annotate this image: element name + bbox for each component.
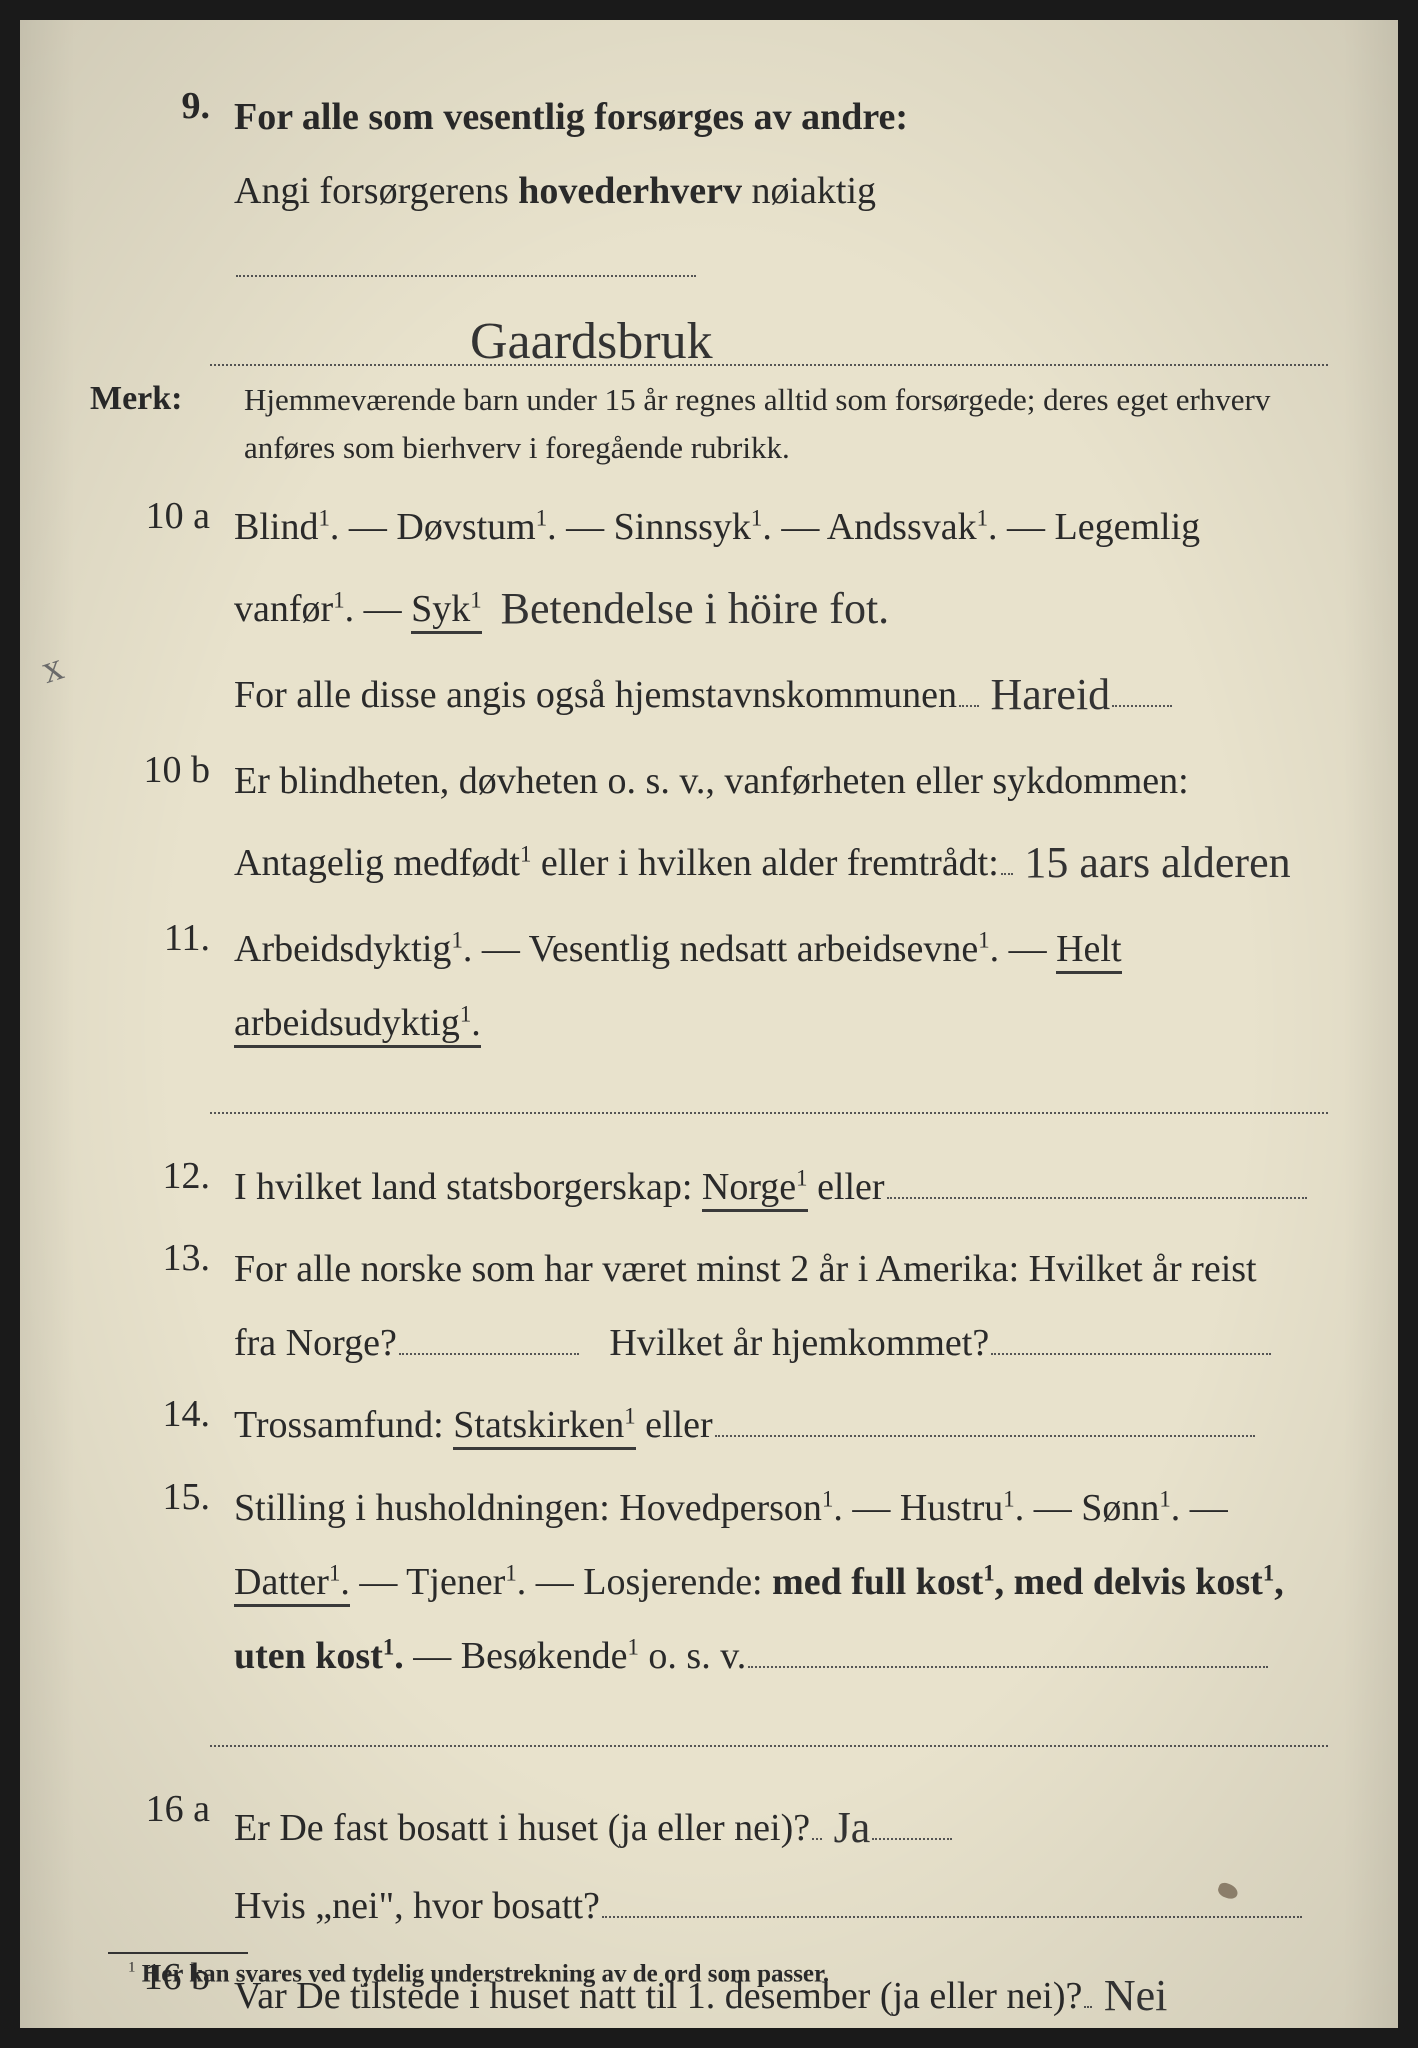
footnote-rule (108, 1952, 248, 1954)
q10a-gap2 (1112, 671, 1172, 707)
question-11: 11. Arbeidsdyktig1. — Vesentlig nedsatt … (80, 912, 1328, 1060)
q13-l1: For alle norske som har været minst 2 år… (234, 1248, 1257, 1290)
q10a-syk-underlined: Syk1 (411, 588, 482, 634)
q10a-body: Blind1. — Døvstum1. — Sinnssyk1. — Andss… (234, 490, 1328, 736)
q16a-number: 16 a (80, 1783, 234, 1831)
q10b-body: Er blindheten, døvheten o. s. v., vanfør… (234, 744, 1328, 904)
q9-heading: For alle som vesentlig forsørges av andr… (234, 96, 908, 138)
merk-label: Merk: (80, 376, 244, 418)
q13-number: 13. (80, 1232, 234, 1280)
q9-body: For alle som vesentlig forsørges av andr… (234, 80, 1328, 302)
q9-hovederhverv: hovederhverv (518, 170, 742, 212)
q13-blank2 (991, 1319, 1271, 1355)
q10a-l3-pre: For alle disse angis også hjemstavnskomm… (234, 674, 957, 716)
q14-number: 14. (80, 1388, 234, 1436)
q11-a: Arbeidsdyktig1. (234, 928, 472, 970)
q11-b: — Vesentlig nedsatt arbeidsevne1. — (472, 928, 1056, 970)
q10a-kommune-answer: Hareid (990, 670, 1110, 719)
q13-l2a: fra Norge? (234, 1322, 397, 1364)
q10a-opts: Blind1. — Døvstum1. — Sinnssyk1. — Andss… (234, 506, 1200, 548)
footnote-area: 1 Her kan svares ved tydelig understrekn… (80, 1952, 1328, 1988)
question-13: 13. For alle norske som har været minst … (80, 1232, 1328, 1380)
q9-line1-pre: Angi forsørgerens (234, 170, 518, 212)
q10a-gap (959, 671, 979, 707)
q9-number: 9. (80, 80, 234, 128)
question-14: 14. Trossamfund: Statskirken1 eller (80, 1388, 1328, 1462)
question-10b: 10 b Er blindheten, døvheten o. s. v., v… (80, 744, 1328, 904)
q13-body: For alle norske som har været minst 2 år… (234, 1232, 1328, 1380)
question-12: 12. I hvilket land statsborgerskap: Norg… (80, 1150, 1328, 1224)
q16a-body: Er De fast bosatt i huset (ja eller nei)… (234, 1783, 1328, 1943)
q11-body: Arbeidsdyktig1. — Vesentlig nedsatt arbe… (234, 912, 1328, 1060)
q13-blank1 (399, 1319, 579, 1355)
question-9: 9. For alle som vesentlig forsørges av a… (80, 80, 1328, 302)
q15-number: 15. (80, 1471, 234, 1519)
q9-blank (236, 241, 696, 277)
q14-pre: Trossamfund: (234, 1404, 453, 1446)
q11-blank-line (210, 1068, 1328, 1114)
q9-answer-row: Gaardsbruk (210, 310, 1328, 366)
q12-body: I hvilket land statsborgerskap: Norge1 e… (234, 1150, 1328, 1224)
q14-post: eller (636, 1404, 713, 1446)
q10a-l2-pre: vanfør1. — (234, 588, 411, 630)
q15-l2: — Tjener1. — Losjerende: (350, 1561, 772, 1603)
q16a-l2: Hvis „nei", hvor bosatt? (234, 1885, 600, 1927)
question-16a: 16 a Er De fast bosatt i huset (ja eller… (80, 1783, 1328, 1943)
q10b-gap (1001, 839, 1013, 875)
q10b-number: 10 b (80, 744, 234, 792)
q15-bold2: med full kost1, med delvis kost1, (772, 1561, 1284, 1603)
q15-l3a: uten kost1. (234, 1635, 404, 1677)
question-10a: 10 a Blind1. — Døvstum1. — Sinnssyk1. — … (80, 490, 1328, 736)
footnote-text: Her kan svares ved tydelig understreknin… (142, 1960, 829, 1987)
q10a-number: 10 a (80, 490, 234, 538)
q15-datter-underlined: Datter1. (234, 1561, 350, 1607)
q12-norge-underlined: Norge1 (702, 1166, 808, 1212)
q12-post: eller (808, 1166, 885, 1208)
q15-l3b: — Besøkende1 o. s. v. (404, 1635, 746, 1677)
census-form-page: x 9. For alle som vesentlig forsørges av… (20, 20, 1398, 2028)
q14-blank (715, 1401, 1255, 1437)
q12-blank (887, 1163, 1307, 1199)
q13-l2b: Hvilket år hjemkommet? (609, 1322, 989, 1364)
q16a-gap (812, 1804, 822, 1840)
q15-blank-line (210, 1701, 1328, 1747)
q16a-blank (602, 1881, 1302, 1917)
q15-blank (748, 1632, 1268, 1668)
q10a-syk-answer: Betendelse i höire fot. (501, 584, 890, 633)
q15-body: Stilling i husholdningen: Hovedperson1. … (234, 1471, 1328, 1693)
q15-l1: Stilling i husholdningen: Hovedperson1. … (234, 1487, 1228, 1529)
q10b-answer: 15 aars alderen (1024, 838, 1290, 887)
merk-note: Merk: Hjemmeværende barn under 15 år reg… (80, 376, 1328, 472)
q9-answer: Gaardsbruk (470, 313, 713, 370)
q11-number: 11. (80, 912, 234, 960)
footnote-mark: 1 (128, 1960, 136, 1987)
q16a-q: Er De fast bosatt i huset (ja eller nei)… (234, 1807, 810, 1849)
question-15: 15. Stilling i husholdningen: Hovedperso… (80, 1471, 1328, 1693)
q9-line1-post: nøiaktig (742, 170, 876, 212)
q14-body: Trossamfund: Statskirken1 eller (234, 1388, 1328, 1462)
footnote: 1 Her kan svares ved tydelig understrekn… (80, 1960, 1328, 1988)
q12-number: 12. (80, 1150, 234, 1198)
q16a-answer: Ja (834, 1803, 871, 1852)
q12-pre: I hvilket land statsborgerskap: (234, 1166, 702, 1208)
merk-text: Hjemmeværende barn under 15 år regnes al… (244, 376, 1328, 472)
q14-stats-underlined: Statskirken1 (453, 1404, 635, 1450)
margin-correction-mark: x (35, 642, 69, 693)
q16a-gap2 (872, 1804, 952, 1840)
